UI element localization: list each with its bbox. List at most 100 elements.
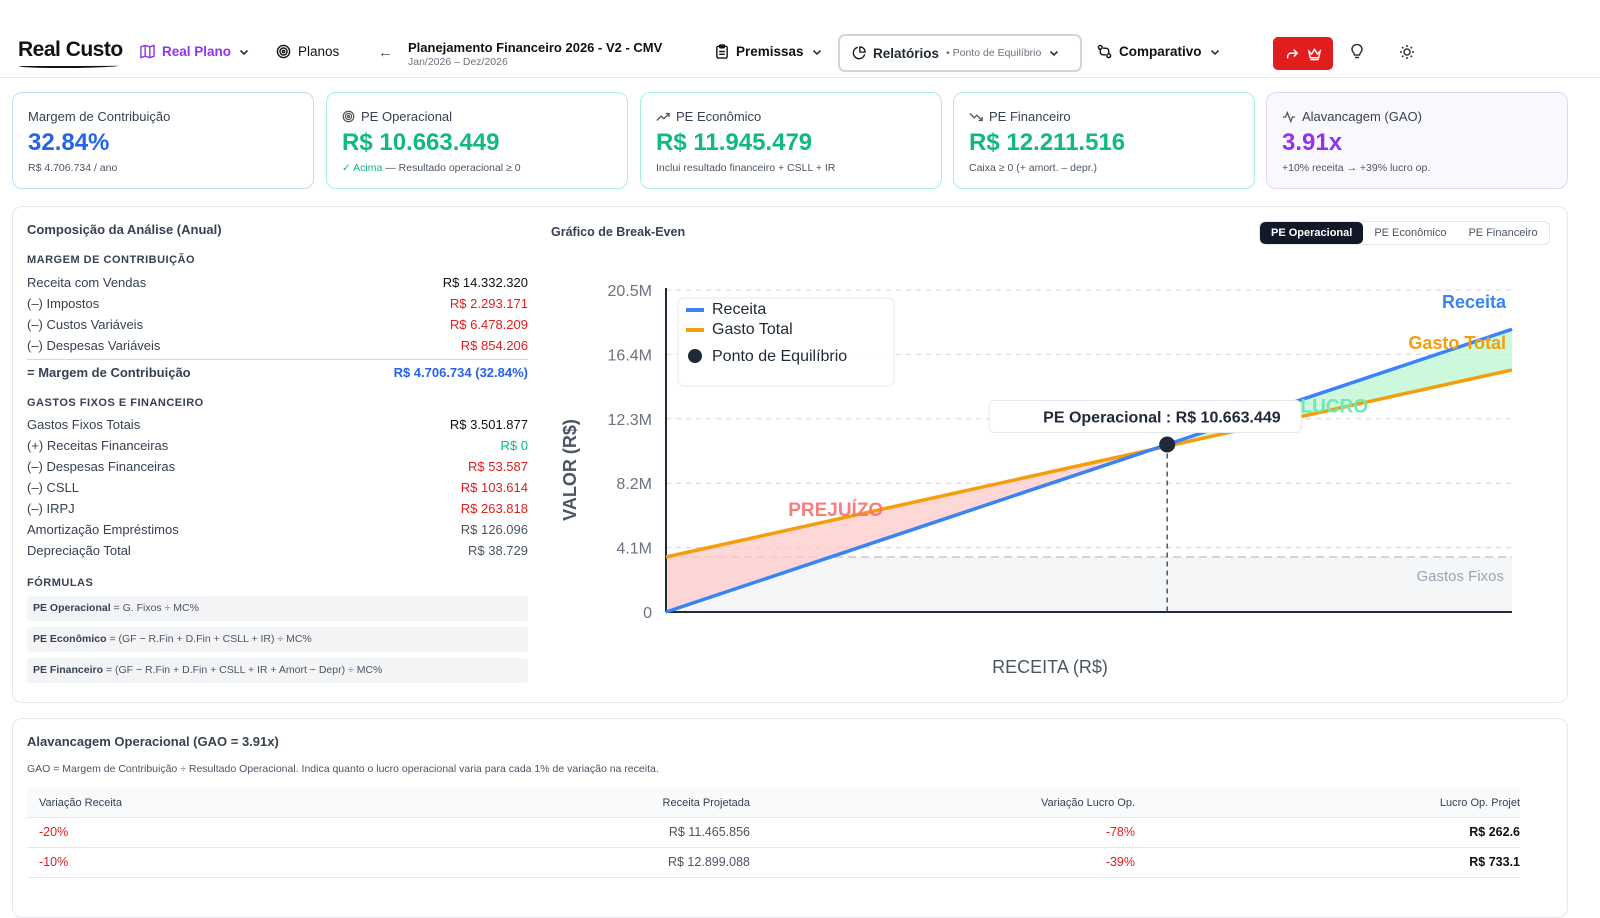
gf-row-receitas-financeiras: (+) Receitas Financeiras R$ 0 bbox=[27, 435, 528, 455]
receita-line bbox=[665, 327, 1513, 614]
kpi-note: Caixa ≥ 0 (+ amort. – depr.) bbox=[969, 162, 1098, 174]
gf-row-gastos-fixos: Gastos Fixos Totais R$ 3.501.877 bbox=[27, 414, 528, 434]
pe-type-toggle: PE Operacional PE Econômico PE Financeir… bbox=[1259, 221, 1550, 245]
planos-label: Planos bbox=[298, 44, 340, 59]
cell-variacao: -10% bbox=[39, 855, 69, 869]
y-tick-label: 4.1M bbox=[616, 541, 652, 558]
kpi-label-row: Alavancagem (GAO) bbox=[1282, 109, 1552, 124]
premissas-dropdown[interactable]: Premissas bbox=[715, 44, 823, 59]
legend-label-equilibrio: Ponto de Equilíbrio bbox=[712, 348, 847, 365]
cell-variacao-lucro: -78% bbox=[1105, 825, 1135, 839]
gao-description: GAO = Margem de Contribuição ÷ Resultado… bbox=[27, 763, 659, 775]
chart-legend bbox=[677, 297, 895, 387]
row-value: R$ 103.614 bbox=[460, 479, 528, 495]
mc-row-custos-variaveis: (–) Custos Variáveis R$ 6.478.209 bbox=[27, 314, 528, 334]
row-label: = Margem de Contribuição bbox=[27, 364, 191, 380]
composition-title: Composição da Análise (Anual) bbox=[27, 222, 222, 237]
target-icon bbox=[276, 44, 291, 59]
break-even-value: R$ 10.663.449 bbox=[1176, 410, 1281, 427]
tab-pe-economico[interactable]: PE Econômico bbox=[1374, 227, 1447, 239]
row-value: R$ 0 bbox=[500, 437, 528, 453]
sun-icon[interactable] bbox=[1399, 44, 1415, 65]
kpi-card-pe-financeiro: PE Financeiro R$ 12.211.516 Caixa ≥ 0 (+… bbox=[953, 92, 1255, 189]
kpi-note-row: ✓ Acima — Resultado operacional ≥ 0 bbox=[342, 162, 612, 174]
kpi-card-pe-operacional: PE Operacional R$ 10.663.449 ✓ Acima — R… bbox=[326, 92, 628, 189]
row-value: R$ 38.729 bbox=[468, 542, 528, 558]
col-variacao-lucro: Variação Lucro Op. bbox=[1041, 797, 1135, 809]
share-premium-button[interactable] bbox=[1273, 37, 1333, 70]
logo-text: Real Custo bbox=[18, 38, 123, 61]
back-arrow-icon[interactable]: ← bbox=[378, 44, 393, 61]
crown-icon bbox=[1307, 47, 1321, 60]
formula-name: PE Operacional bbox=[33, 602, 111, 614]
kpi-label-row: PE Operacional bbox=[342, 109, 612, 124]
kpi-label: Alavancagem (GAO) bbox=[1302, 109, 1422, 124]
kpi-value: R$ 10.663.449 bbox=[342, 129, 500, 156]
col-variacao-receita: Variação Receita bbox=[39, 797, 122, 809]
kpi-note: +10% receita → +39% lucro op. bbox=[1282, 162, 1431, 174]
planos-link[interactable]: Planos bbox=[276, 44, 339, 59]
kpi-label: Margem de Contribuição bbox=[28, 109, 171, 124]
cell-lucro: R$ 262.6 bbox=[1469, 825, 1520, 839]
mc-section-heading: MARGEM DE CONTRIBUIÇÃO bbox=[27, 254, 196, 266]
relatorios-dropdown[interactable]: Relatórios • Ponto de Equilíbrio bbox=[838, 34, 1082, 72]
kpi-value: 3.91x bbox=[1282, 129, 1343, 156]
formula-expression: = (GF − R.Fin + D.Fin + CSLL + IR) ÷ MC% bbox=[106, 633, 312, 645]
tab-pe-operacional[interactable]: PE Operacional bbox=[1260, 222, 1364, 244]
comparativo-label: Comparativo bbox=[1119, 44, 1202, 59]
chevron-down-icon bbox=[812, 49, 821, 55]
logo[interactable]: Real Custo bbox=[18, 38, 123, 68]
kpi-note: — Resultado operacional ≥ 0 bbox=[382, 162, 521, 174]
row-label: Amortização Empréstimos bbox=[27, 521, 179, 537]
kpi-value: 32.84% bbox=[28, 129, 110, 156]
row-label: (–) Custos Variáveis bbox=[27, 316, 144, 332]
gao-title: Alavancagem Operacional (GAO = 3.91x) bbox=[27, 734, 279, 749]
share-icon bbox=[1286, 48, 1298, 58]
cell-lucro: R$ 733.1 bbox=[1469, 855, 1520, 869]
lightbulb-icon[interactable] bbox=[1350, 43, 1364, 65]
gf-section-heading: GASTOS FIXOS E FINANCEIRO bbox=[27, 397, 204, 409]
y-tick-label: 0 bbox=[643, 605, 652, 622]
document-title: Planejamento Financeiro 2026 - V2 - CMV bbox=[408, 40, 663, 55]
chevron-down-icon bbox=[1210, 49, 1219, 55]
kpi-card-pe-economico: PE Econômico R$ 11.945.479 Inclui result… bbox=[640, 92, 942, 189]
row-value: R$ 6.478.209 bbox=[449, 316, 528, 332]
chevron-down-icon bbox=[1050, 50, 1059, 57]
chart-title: Gráfico de Break-Even bbox=[551, 225, 686, 239]
logo-underline bbox=[20, 64, 118, 68]
table-row: -10% R$ 12.899.088 -39% R$ 733.1 bbox=[27, 848, 1520, 878]
gf-row-irpj: (–) IRPJ R$ 263.818 bbox=[27, 498, 528, 518]
table-header-row: Variação Receita Receita Projetada Varia… bbox=[27, 788, 1520, 818]
chevron-down-icon bbox=[239, 49, 249, 55]
row-label: (–) Impostos bbox=[27, 295, 100, 311]
mc-row-impostos: (–) Impostos R$ 2.293.171 bbox=[27, 293, 528, 313]
real-plano-dropdown[interactable]: Real Plano bbox=[140, 44, 250, 59]
gasto-total-line bbox=[665, 368, 1513, 559]
clipboard-icon bbox=[716, 44, 728, 59]
relatorios-sublabel: • Ponto de Equilíbrio bbox=[946, 47, 1042, 59]
gf-row-depreciacao: Depreciação Total R$ 38.729 bbox=[27, 540, 528, 560]
pie-chart-icon bbox=[852, 46, 866, 60]
real-plano-label: Real Plano bbox=[162, 44, 232, 59]
kpi-label: PE Econômico bbox=[676, 109, 762, 124]
formula-pe-operacional: PE Operacional = G. Fixos ÷ MC% bbox=[27, 596, 528, 621]
trending-up-icon bbox=[656, 112, 670, 121]
mc-row-despesas-variaveis: (–) Despesas Variáveis R$ 854.206 bbox=[27, 335, 528, 355]
tab-pe-financeiro[interactable]: PE Financeiro bbox=[1468, 227, 1538, 239]
divider bbox=[27, 359, 528, 360]
kpi-note: R$ 4.706.734 / ano bbox=[28, 162, 118, 174]
y-tick-label: 8.2M bbox=[616, 476, 652, 493]
relatorios-label: Relatórios bbox=[873, 45, 940, 61]
cell-variacao: -20% bbox=[39, 825, 69, 839]
premissas-label: Premissas bbox=[736, 44, 804, 59]
y-tick-label: 16.4M bbox=[608, 347, 652, 364]
row-label: (+) Receitas Financeiras bbox=[27, 437, 169, 453]
row-label: Gastos Fixos Totais bbox=[27, 416, 141, 432]
comparativo-dropdown[interactable]: Comparativo bbox=[1097, 44, 1221, 59]
row-value: R$ 4.706.734 (32.84%) bbox=[393, 364, 528, 380]
row-value: R$ 126.096 bbox=[460, 521, 528, 537]
legend-label-gasto: Gasto Total bbox=[712, 321, 793, 338]
break-even-point bbox=[1159, 436, 1176, 453]
gasto-total-line-label: Gasto Total bbox=[1408, 333, 1506, 353]
top-navigation-bar: Real Custo Real Plano Planos ← Planejame… bbox=[0, 0, 1600, 78]
